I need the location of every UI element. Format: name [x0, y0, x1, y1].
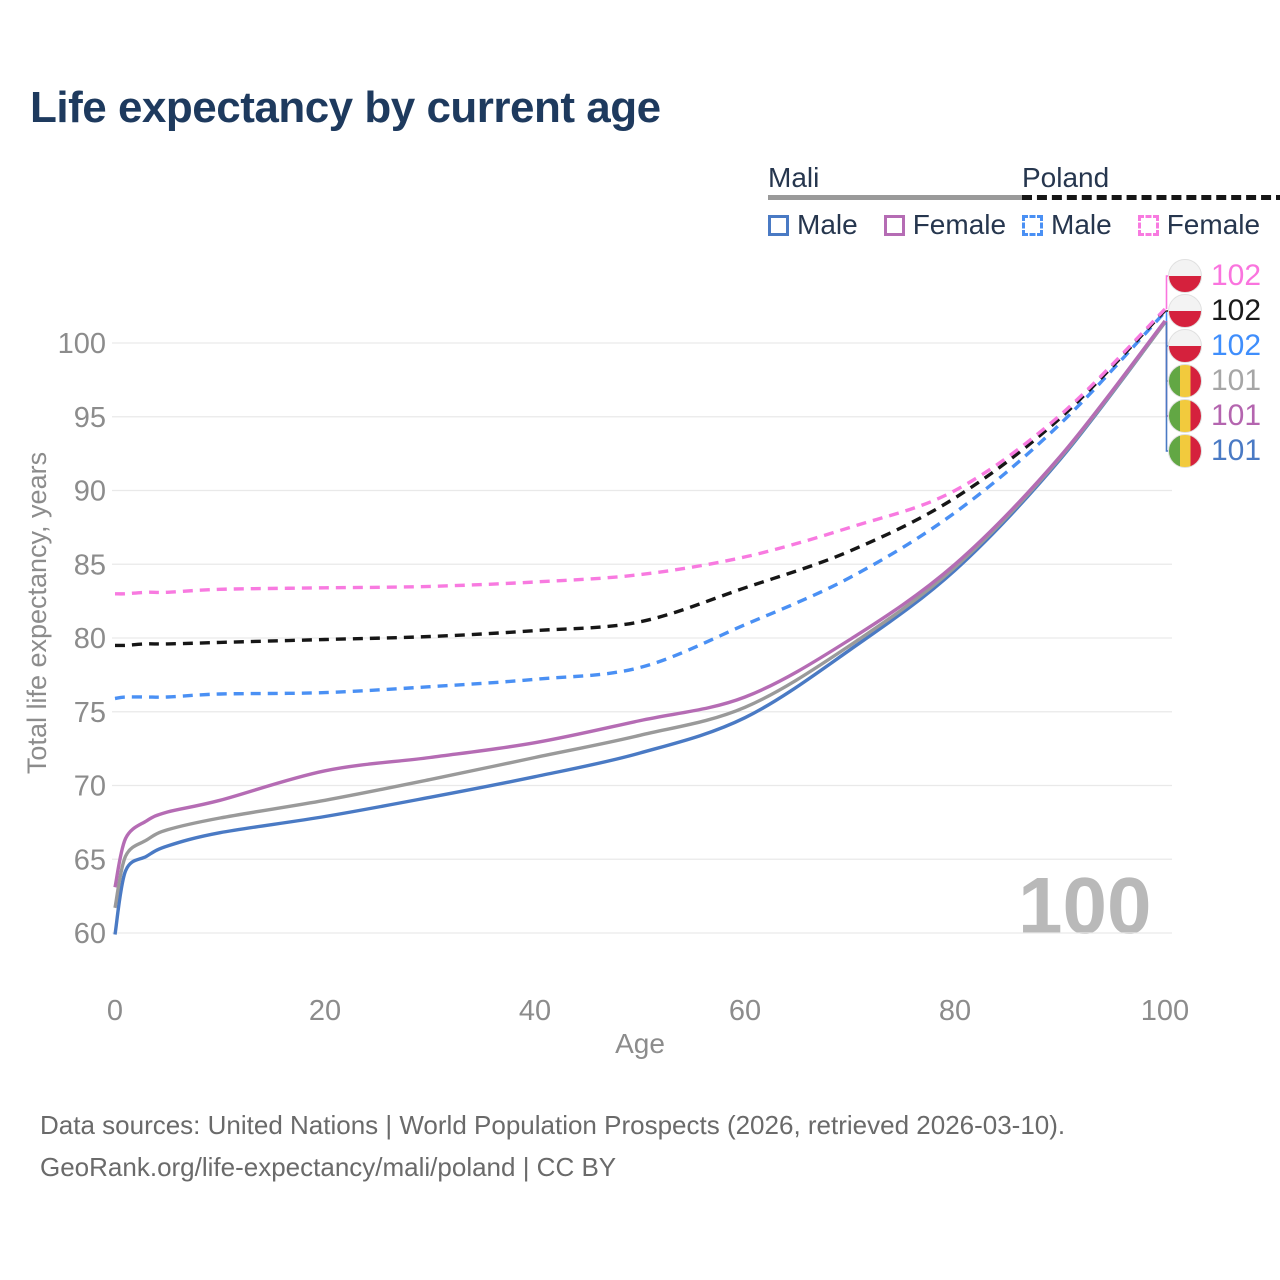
poland-flag-icon — [1168, 329, 1202, 363]
end-label-row: 101 — [1168, 364, 1261, 398]
legend-item-mali-male[interactable]: Male — [768, 209, 858, 241]
end-label-value: 101 — [1211, 399, 1262, 432]
y-tick-65: 65 — [74, 844, 106, 876]
y-tick-70: 70 — [74, 771, 106, 803]
axis-ticks: 100 95 90 85 80 75 70 65 60 0 20 40 60 80 100 — [58, 328, 1190, 1027]
legend-item-poland-female[interactable]: Female — [1137, 209, 1261, 241]
poland-flag-icon — [1168, 259, 1202, 293]
series-line-mali-both-sexes — [113, 321, 1167, 909]
y-axis-title: Total life expectancy, years — [22, 452, 52, 774]
series-line-mali-female — [113, 319, 1167, 888]
legend-group-mali: Mali Male Female — [768, 162, 1033, 241]
x-tick-100: 100 — [1141, 995, 1189, 1027]
page-title: Life expectancy by current age — [30, 83, 661, 132]
end-label-row: 101 — [1168, 399, 1261, 433]
y-tick-60: 60 — [74, 918, 106, 950]
legend-item-label: Male — [797, 209, 858, 241]
mali-flag-icon — [1168, 364, 1202, 398]
x-tick-0: 0 — [107, 995, 123, 1027]
mali-line-style-key — [768, 195, 1033, 201]
x-tick-60: 60 — [729, 995, 761, 1027]
end-label-value: 102 — [1211, 329, 1262, 362]
y-tick-100: 100 — [58, 328, 106, 360]
y-tick-75: 75 — [74, 697, 106, 729]
series-line-mali-male — [113, 321, 1167, 935]
legend-item-poland-male[interactable]: Male — [1022, 209, 1112, 241]
legend-item-label: Female — [912, 209, 1007, 241]
end-label-value: 102 — [1211, 294, 1262, 327]
mali-flag-icon — [1168, 434, 1202, 468]
gridlines — [112, 342, 1172, 934]
end-label-row: 101 — [1168, 434, 1261, 468]
attribution-line: GeoRank.org/life-expectancy/mali/poland … — [40, 1152, 617, 1183]
end-label-row: 102 — [1168, 294, 1261, 328]
mali-flag-icon — [1168, 399, 1202, 433]
end-label-value: 101 — [1211, 364, 1262, 397]
end-label-row: 102 — [1168, 259, 1261, 293]
poland-male-swatch-icon — [1022, 214, 1043, 236]
series-lines — [113, 307, 1167, 935]
legend-item-mali-female[interactable]: Female — [883, 209, 1007, 241]
y-tick-95: 95 — [74, 402, 106, 434]
legend-item-label: Female — [1166, 209, 1261, 241]
x-tick-20: 20 — [309, 995, 341, 1027]
y-tick-85: 85 — [74, 549, 106, 581]
mali-male-swatch-icon — [768, 214, 789, 236]
end-label-value: 102 — [1211, 259, 1262, 292]
legend-poland-title: Poland — [1022, 162, 1110, 193]
y-tick-90: 90 — [74, 476, 106, 508]
legend-group-poland: Poland Male Female — [1022, 163, 1280, 241]
legend-mali-title: Mali — [768, 162, 820, 193]
poland-line-style-key — [1022, 195, 1280, 201]
poland-female-swatch-icon — [1137, 214, 1159, 236]
footer: Data sources: United Nations | World Pop… — [40, 1104, 1065, 1188]
legend-item-label: Male — [1051, 209, 1112, 241]
mali-female-swatch-icon — [883, 214, 905, 236]
series-line-poland-both-sexes — [114, 309, 1167, 648]
age-watermark: 100 — [1018, 861, 1152, 950]
x-axis-title: Age — [615, 1028, 665, 1059]
poland-flag-icon — [1168, 294, 1202, 328]
series-line-poland-male — [114, 310, 1167, 701]
end-label-value: 101 — [1211, 434, 1262, 467]
data-sources-line: Data sources: United Nations | World Pop… — [40, 1110, 1066, 1140]
x-tick-80: 80 — [939, 995, 971, 1027]
y-tick-80: 80 — [74, 623, 106, 655]
x-tick-40: 40 — [519, 995, 551, 1027]
series-line-poland-female — [114, 307, 1167, 596]
end-label-row: 102 — [1168, 329, 1261, 363]
